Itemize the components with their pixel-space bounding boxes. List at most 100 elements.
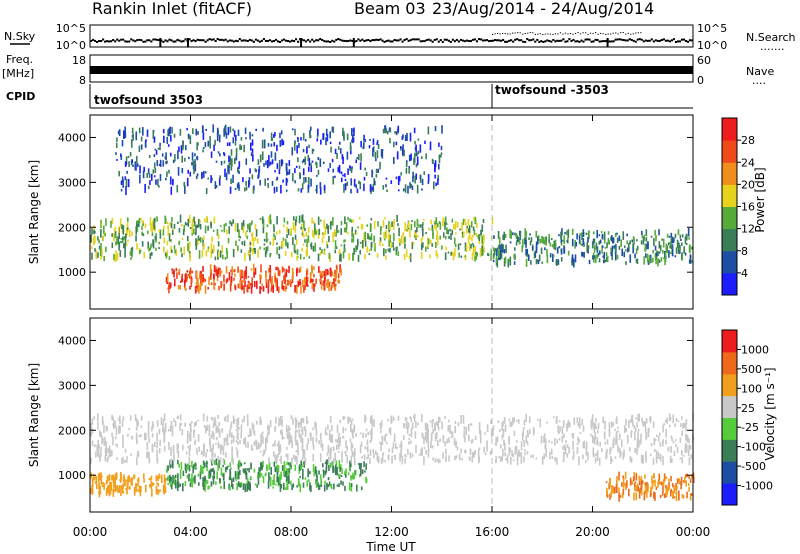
heatmap-cell <box>310 432 312 441</box>
heatmap-cell <box>307 420 309 423</box>
heatmap-cell <box>545 241 547 246</box>
heatmap-cell <box>140 144 143 150</box>
heatmap-cell <box>670 488 673 493</box>
heatmap-cell <box>684 476 686 484</box>
heatmap-cell <box>596 437 599 442</box>
heatmap-cell <box>329 434 332 443</box>
heatmap-cell <box>630 457 633 464</box>
heatmap-cell <box>339 474 341 477</box>
heatmap-cell <box>210 434 213 439</box>
nsky-point <box>644 39 647 42</box>
heatmap-cell <box>100 474 103 479</box>
nsky-point <box>566 40 569 43</box>
heatmap-cell <box>226 229 228 235</box>
heatmap-cell <box>184 422 186 427</box>
heatmap-cell <box>179 483 182 487</box>
heatmap-cell <box>442 217 444 227</box>
heatmap-cell <box>407 221 410 228</box>
nsky-point <box>343 39 346 42</box>
heatmap-cell <box>315 470 318 476</box>
heatmap-cell <box>300 188 303 193</box>
heatmap-cell <box>509 241 512 244</box>
heatmap-cell <box>259 467 261 470</box>
heatmap-cell <box>544 438 547 444</box>
heatmap-cell <box>644 245 647 252</box>
heatmap-cell <box>97 446 100 455</box>
heatmap-cell <box>630 418 632 423</box>
heatmap-cell <box>372 138 375 145</box>
heatmap-cell <box>433 181 435 190</box>
heatmap-cell <box>310 162 312 168</box>
heatmap-cell <box>228 483 230 490</box>
heatmap-cell <box>631 415 633 423</box>
heatmap-cell <box>272 479 274 486</box>
heatmap-cell <box>669 490 672 497</box>
heatmap-cell <box>210 468 213 473</box>
heatmap-cell <box>162 422 164 426</box>
heatmap-cell <box>153 441 156 448</box>
heatmap-cell <box>500 252 503 260</box>
heatmap-cell <box>254 483 257 486</box>
heatmap-cell <box>277 464 280 473</box>
heatmap-cell <box>436 223 439 228</box>
heatmap-cell <box>290 228 292 235</box>
heatmap-cell <box>572 456 574 460</box>
heatmap-cell <box>663 257 665 260</box>
heatmap-cell <box>619 494 622 498</box>
heatmap-cell <box>471 252 474 261</box>
heatmap-cell <box>677 490 680 494</box>
heatmap-cell <box>227 443 230 445</box>
heatmap-cell <box>344 451 347 454</box>
heatmap-cell <box>202 265 204 272</box>
heatmap-cell <box>247 280 250 284</box>
heatmap-cell <box>656 434 658 438</box>
heatmap-cell <box>326 459 328 465</box>
heatmap-cell <box>511 450 513 456</box>
heatmap-cell <box>331 425 333 431</box>
heatmap-cell <box>395 141 398 146</box>
heatmap-cell <box>274 235 276 241</box>
heatmap-cell <box>244 127 247 134</box>
heatmap-cell <box>222 458 225 463</box>
heatmap-cell <box>491 217 494 225</box>
heatmap-cell <box>173 269 175 278</box>
heatmap-cell <box>345 222 348 230</box>
heatmap-cell <box>122 456 124 464</box>
heatmap-cell <box>288 160 291 166</box>
heatmap-cell <box>459 243 462 246</box>
heatmap-cell <box>513 417 516 423</box>
heatmap-cell <box>442 435 445 443</box>
heatmap-cell <box>246 414 249 423</box>
colorbar-swatch <box>722 250 737 274</box>
heatmap-cell <box>360 462 362 467</box>
heatmap-cell <box>603 231 606 241</box>
nsky-point <box>636 38 639 41</box>
nsky-point <box>467 40 470 43</box>
heatmap-cell <box>133 487 136 494</box>
heatmap-cell <box>234 470 237 479</box>
heatmap-cell <box>298 215 301 224</box>
heatmap-cell <box>568 446 570 454</box>
nsky-point <box>397 39 400 42</box>
heatmap-cell <box>229 462 232 468</box>
heatmap-cell <box>301 214 304 223</box>
heatmap-cell <box>337 146 340 150</box>
heatmap-cell <box>191 162 193 166</box>
heatmap-cell <box>314 227 317 232</box>
heatmap-cell <box>288 439 290 446</box>
heatmap-cell <box>273 451 275 457</box>
heatmap-cell <box>423 436 425 445</box>
colorbar-swatch <box>722 439 737 462</box>
heatmap-cell <box>350 178 353 186</box>
heatmap-cell <box>184 185 186 194</box>
heatmap-cell <box>524 239 527 245</box>
heatmap-cell <box>138 249 141 255</box>
heatmap-cell <box>290 480 292 485</box>
heatmap-cell <box>681 234 684 238</box>
heatmap-cell <box>141 225 143 231</box>
heatmap-cell <box>436 237 439 246</box>
heatmap-cell <box>449 228 451 232</box>
heatmap-cell <box>217 271 220 275</box>
heatmap-cell <box>268 155 270 164</box>
heatmap-cell <box>585 446 588 456</box>
